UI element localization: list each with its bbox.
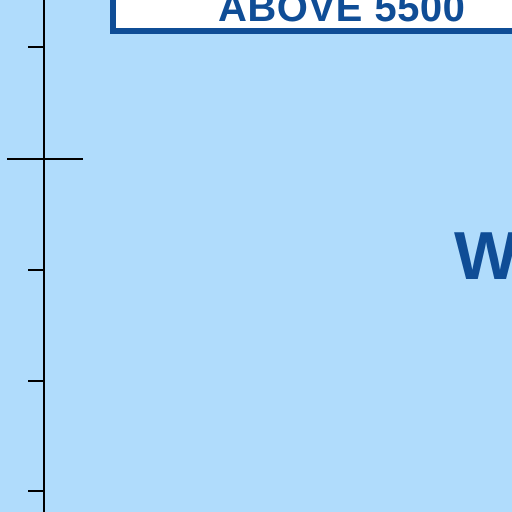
scale-tick [28, 269, 45, 271]
scale-tick [28, 380, 45, 382]
scale-tick-major [7, 158, 83, 160]
airspace-altitude-label: ABOVE 5500 [218, 0, 466, 30]
scale-tick [28, 46, 45, 48]
meridian-line [43, 0, 45, 512]
area-label: W [454, 218, 512, 294]
scale-tick [28, 490, 45, 492]
airspace-label-box: ABOVE 5500 [110, 0, 512, 34]
